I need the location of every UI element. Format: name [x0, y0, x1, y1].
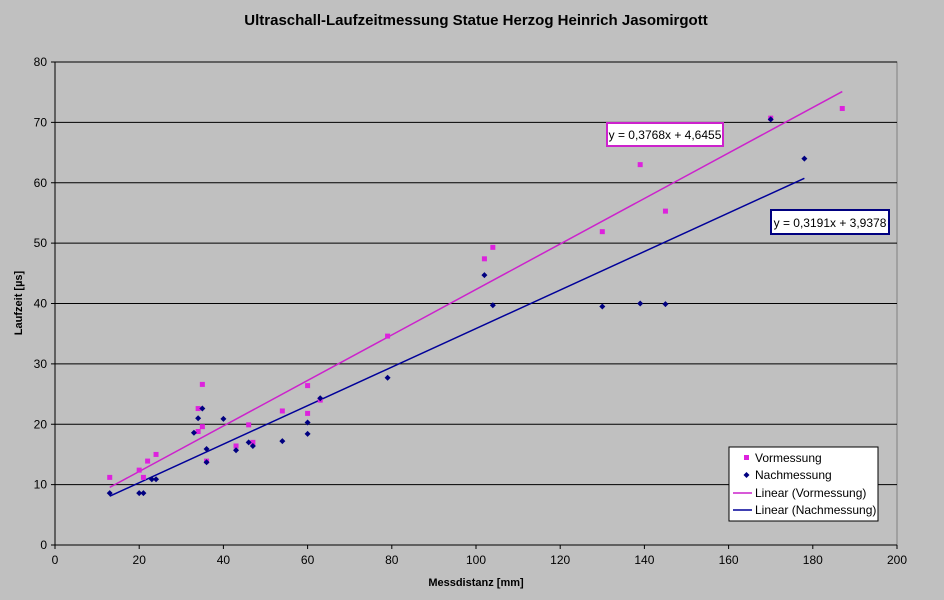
data-point-vormessung [153, 451, 159, 457]
y-tick-label: 40 [34, 297, 48, 311]
data-point-vormessung [599, 229, 605, 235]
legend-label-linear-vormessung: Linear (Vormessung) [755, 486, 866, 500]
legend-label-nachmessung: Nachmessung [755, 468, 832, 482]
x-axis-label: Messdistanz [mm] [428, 577, 524, 589]
data-point-vormessung [107, 474, 113, 480]
equation-label-vormessung: y = 0,3768x + 4,6455 [606, 122, 724, 147]
data-point-vormessung [385, 333, 391, 339]
data-point-vormessung [195, 406, 201, 412]
data-point-nachmessung [190, 429, 197, 436]
data-point-nachmessung [140, 490, 147, 497]
x-tick-label: 40 [217, 553, 231, 567]
data-point-nachmessung [106, 490, 113, 497]
axes [51, 61, 898, 549]
y-tick-label: 80 [34, 55, 48, 69]
data-point-nachmessung [767, 116, 774, 123]
x-tick-label: 200 [887, 553, 907, 567]
data-point-nachmessung [489, 302, 496, 309]
y-tick-label: 20 [34, 417, 48, 431]
x-tick-labels: 0 20 40 60 80 100 120 140 160 180 200 [52, 553, 908, 567]
data-point-nachmessung [153, 476, 160, 483]
y-tick-label: 30 [34, 357, 48, 371]
equation-box-vormessung [606, 122, 724, 147]
legend-box [728, 446, 879, 522]
x-tick-label: 120 [550, 553, 570, 567]
equation-text-vormessung: y = 0,3768x + 4,6455 [609, 128, 722, 142]
trendline-vormessung [109, 90, 843, 489]
gridlines [55, 61, 897, 486]
equation-label-nachmessung: y = 0,3191x + 3,9378 [770, 209, 890, 235]
legend-marker-nachmessung [743, 472, 750, 478]
trendline-nachmessung [109, 177, 805, 497]
chart-title: Ultraschall-Laufzeitmessung Statue Herzo… [244, 12, 707, 29]
data-point-nachmessung [304, 430, 311, 437]
y-tick-label: 60 [34, 176, 48, 190]
data-point-vormessung [662, 208, 668, 214]
data-point-vormessung [145, 458, 151, 464]
legend-label-vormessung: Vormessung [755, 451, 822, 465]
data-point-nachmessung [304, 419, 311, 426]
data-point-nachmessung [195, 415, 202, 422]
data-point-nachmessung [203, 446, 210, 453]
data-point-nachmessung [481, 272, 488, 279]
x-tick-label: 100 [466, 553, 486, 567]
data-point-vormessung [136, 467, 142, 473]
x-tick-label: 60 [301, 553, 315, 567]
x-tick-label: 80 [385, 553, 399, 567]
data-point-nachmessung [279, 438, 286, 445]
data-point-vormessung [199, 424, 205, 430]
data-point-vormessung [305, 410, 311, 416]
x-tick-label: 0 [52, 553, 59, 567]
data-point-vormessung [490, 244, 496, 250]
y-tick-label: 50 [34, 236, 48, 250]
x-tick-label: 160 [719, 553, 739, 567]
data-point-nachmessung [801, 155, 808, 162]
data-point-nachmessung [662, 301, 669, 308]
x-tick-label: 140 [634, 553, 654, 567]
equation-text-nachmessung: y = 0,3191x + 3,9378 [774, 216, 887, 230]
data-point-vormessung [233, 443, 239, 449]
data-point-nachmessung [245, 439, 252, 446]
legend-marker-vormessung [744, 455, 749, 460]
data-point-vormessung [279, 408, 285, 414]
data-point-nachmessung [599, 303, 606, 310]
data-point-vormessung [140, 474, 146, 480]
data-point-vormessung [199, 381, 205, 387]
data-point-nachmessung [384, 374, 391, 381]
y-tick-label: 10 [34, 478, 48, 492]
trendlines [109, 90, 843, 497]
data-point-vormessung [246, 422, 252, 428]
y-tick-labels: 0 10 20 30 40 50 60 70 80 [34, 55, 48, 552]
data-point-vormessung [481, 256, 487, 262]
x-tick-label: 180 [803, 553, 823, 567]
data-point-nachmessung [148, 476, 155, 483]
data-point-nachmessung [249, 442, 256, 449]
data-point-vormessung [195, 428, 201, 434]
data-point-vormessung [305, 383, 311, 389]
data-point-vormessung [250, 439, 256, 445]
data-point-nachmessung [637, 300, 644, 307]
y-tick-label: 70 [34, 115, 48, 129]
data-point-nachmessung [199, 405, 206, 412]
data-point-nachmessung [220, 415, 227, 422]
data-point-nachmessung [317, 395, 324, 402]
y-tick-label: 0 [40, 538, 47, 552]
data-points [106, 105, 845, 497]
legend: Vormessung Nachmessung Linear (Vormessun… [728, 446, 879, 522]
legend-label-linear-nachmessung: Linear (Nachmessung) [755, 503, 876, 517]
data-point-vormessung [839, 105, 845, 111]
data-point-nachmessung [233, 447, 240, 454]
data-point-vormessung [637, 162, 643, 168]
x-tick-label: 20 [133, 553, 147, 567]
data-point-nachmessung [203, 459, 210, 466]
data-point-nachmessung [136, 490, 143, 497]
y-axis-label: Laufzeit [µs] [13, 270, 25, 335]
equation-box-nachmessung [770, 209, 890, 235]
